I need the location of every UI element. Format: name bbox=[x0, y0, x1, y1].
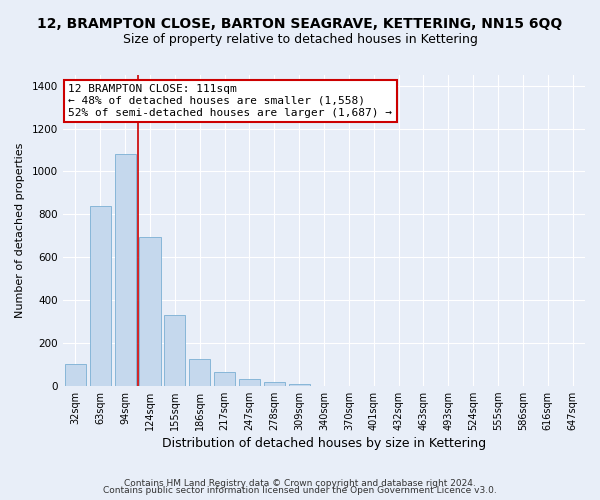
Text: 12, BRAMPTON CLOSE, BARTON SEAGRAVE, KETTERING, NN15 6QQ: 12, BRAMPTON CLOSE, BARTON SEAGRAVE, KET… bbox=[37, 18, 563, 32]
Bar bbox=[214, 372, 235, 386]
Bar bbox=[189, 359, 211, 386]
Text: 12 BRAMPTON CLOSE: 111sqm
← 48% of detached houses are smaller (1,558)
52% of se: 12 BRAMPTON CLOSE: 111sqm ← 48% of detac… bbox=[68, 84, 392, 117]
Bar bbox=[164, 315, 185, 386]
Bar bbox=[264, 382, 285, 386]
Bar bbox=[90, 206, 111, 386]
Text: Contains public sector information licensed under the Open Government Licence v3: Contains public sector information licen… bbox=[103, 486, 497, 495]
Text: Size of property relative to detached houses in Kettering: Size of property relative to detached ho… bbox=[122, 32, 478, 46]
Y-axis label: Number of detached properties: Number of detached properties bbox=[15, 142, 25, 318]
Bar bbox=[65, 364, 86, 386]
Bar bbox=[289, 384, 310, 386]
Bar bbox=[139, 237, 161, 386]
Bar bbox=[115, 154, 136, 386]
Bar bbox=[239, 379, 260, 386]
Text: Contains HM Land Registry data © Crown copyright and database right 2024.: Contains HM Land Registry data © Crown c… bbox=[124, 478, 476, 488]
X-axis label: Distribution of detached houses by size in Kettering: Distribution of detached houses by size … bbox=[162, 437, 486, 450]
